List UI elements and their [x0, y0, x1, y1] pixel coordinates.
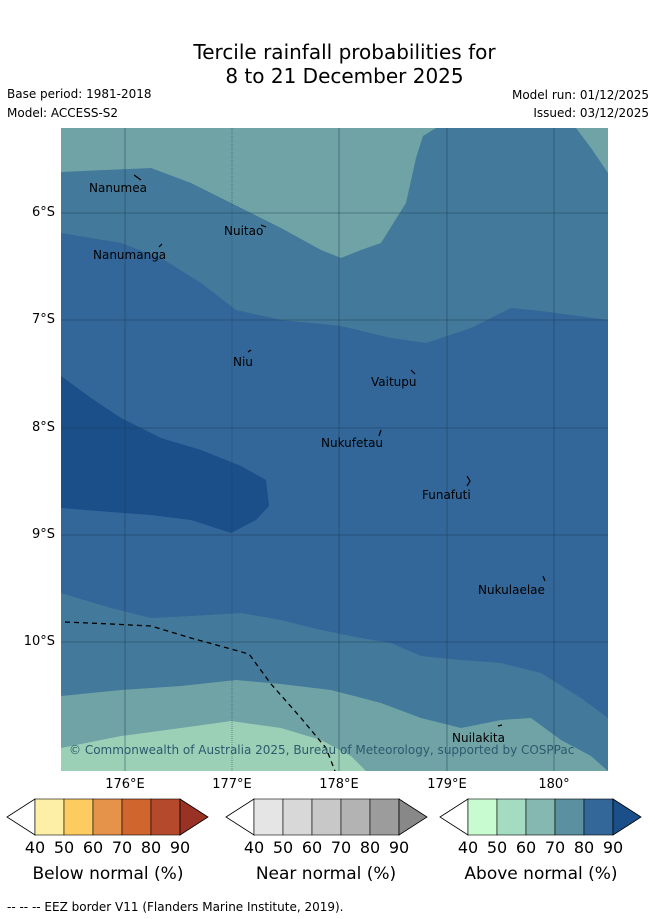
colorbar-2-segment-0: [467, 798, 498, 836]
colorbar-0-tick-70: 70: [111, 838, 133, 857]
colorbar-0-segment-3: [121, 798, 152, 836]
colorbar-2-tick-90: 90: [602, 838, 624, 857]
island-niu-marker: [247, 349, 252, 353]
island-nukulaelae-marker: [542, 575, 546, 582]
band-80: [61, 233, 608, 718]
colorbar-2-high-arrow: [612, 798, 642, 836]
colorbar-1-low-arrow: [225, 798, 255, 836]
title-line-2: 8 to 21 December 2025: [225, 64, 464, 88]
island-nuilakita-marker: [497, 724, 503, 727]
band-90: [61, 376, 269, 533]
colorbar-1-segment-0: [253, 798, 284, 836]
colorbar-1-high-arrow: [398, 798, 428, 836]
colorbar-2-segment-4: [583, 798, 614, 836]
base-period: Base period: 1981-2018: [7, 87, 152, 101]
colorbar-1-tick-70: 70: [330, 838, 352, 857]
colorbar-2-tick-40: 40: [457, 838, 479, 857]
lat-label-7s: 7°S: [31, 312, 55, 327]
island-funafuti-marker: [466, 475, 471, 487]
colorbar-label-near-normal: Near normal (%): [255, 864, 397, 884]
place-label-nuilakita: Nuilakita: [452, 731, 505, 745]
place-label-nukulaelae: Nukulaelae: [478, 583, 545, 597]
colorbar-2-segment-2: [525, 798, 556, 836]
colorbar-2-tick-60: 60: [515, 838, 537, 857]
colorbar-1-segment-2: [311, 798, 342, 836]
colorbar-near-normal: [225, 798, 428, 836]
colorbar-1-tick-80: 80: [359, 838, 381, 857]
colorbar-0-segment-1: [63, 798, 94, 836]
colorbar-0-tick-50: 50: [53, 838, 75, 857]
place-label-funafuti: Funafuti: [422, 488, 471, 502]
place-label-nanumanga: Nanumanga: [93, 248, 167, 262]
colorbar-2-segment-1: [496, 798, 527, 836]
lon-label-178e: 178°E: [319, 777, 359, 792]
colorbar-2-low-arrow: [439, 798, 469, 836]
island-nanumanga-marker: [158, 243, 163, 248]
colorbar-0-tick-60: 60: [82, 838, 104, 857]
colorbar-0-segment-0: [34, 798, 65, 836]
probability-map: [61, 128, 608, 771]
place-label-nukufetau: Nukufetau: [321, 436, 384, 450]
map-title: Tercile rainfall probabilities for 8 to …: [0, 40, 655, 88]
colorbar-1-tick-40: 40: [243, 838, 265, 857]
colorbar-0-segment-2: [92, 798, 123, 836]
lat-label-6s: 6°S: [31, 205, 55, 220]
place-label-nuitao: Nuitao: [224, 224, 264, 238]
colorbar-1-segment-3: [340, 798, 371, 836]
lon-label-179e: 179°E: [427, 777, 467, 792]
colorbar-2-tick-70: 70: [544, 838, 566, 857]
lat-label-9s: 9°S: [31, 527, 55, 542]
colorbar-below-normal: [6, 798, 209, 836]
colorbars: [6, 798, 642, 836]
place-label-niu: Niu: [233, 355, 253, 369]
place-label-vaitupu: Vaitupu: [371, 375, 417, 389]
model-name: Model: ACCESS-S2: [7, 106, 119, 120]
colorbar-0-segment-4: [150, 798, 181, 836]
colorbar-2-tick-80: 80: [573, 838, 595, 857]
colorbar-0-low-arrow: [6, 798, 36, 836]
copyright-notice: © Commonwealth of Australia 2025, Bureau…: [69, 743, 575, 757]
lon-label-177e: 177°E: [212, 777, 252, 792]
colorbar-1-tick-90: 90: [388, 838, 410, 857]
colorbar-above-normal: [439, 798, 642, 836]
colorbar-0-tick-40: 40: [24, 838, 46, 857]
island-vaitupu-marker: [410, 369, 416, 375]
issued-date: Issued: 03/12/2025: [533, 106, 649, 120]
lat-label-10s: 10°S: [23, 634, 55, 649]
colorbar-1-segment-4: [369, 798, 400, 836]
colorbar-1-segment-1: [282, 798, 313, 836]
colorbar-2-tick-50: 50: [486, 838, 508, 857]
lon-label-180: 180°: [538, 777, 570, 792]
colorbar-1-tick-60: 60: [301, 838, 323, 857]
island-nanumea-marker: [133, 174, 142, 181]
lat-label-8s: 8°S: [31, 420, 55, 435]
island-nuitao-marker: [260, 224, 267, 228]
place-label-nanumea: Nanumea: [89, 181, 147, 195]
colorbar-0-tick-80: 80: [140, 838, 162, 857]
band-50-bottom: [61, 721, 366, 771]
colorbar-0-high-arrow: [179, 798, 209, 836]
colorbar-1-tick-50: 50: [272, 838, 294, 857]
lon-label-176e: 176°E: [105, 777, 145, 792]
colorbar-label-above-normal: Above normal (%): [464, 864, 618, 884]
colorbar-label-below-normal: Below normal (%): [32, 864, 184, 884]
band-60-top-right-corner: [576, 128, 608, 173]
eez-legend: -- -- -- EEZ border V11 (Flanders Marine…: [7, 900, 344, 914]
colorbar-0-tick-90: 90: [169, 838, 191, 857]
model-run: Model run: 01/12/2025: [511, 88, 649, 102]
colorbar-2-segment-3: [554, 798, 585, 836]
island-nukufetau-marker: [378, 429, 382, 437]
title-line-1: Tercile rainfall probabilities for: [193, 40, 496, 64]
